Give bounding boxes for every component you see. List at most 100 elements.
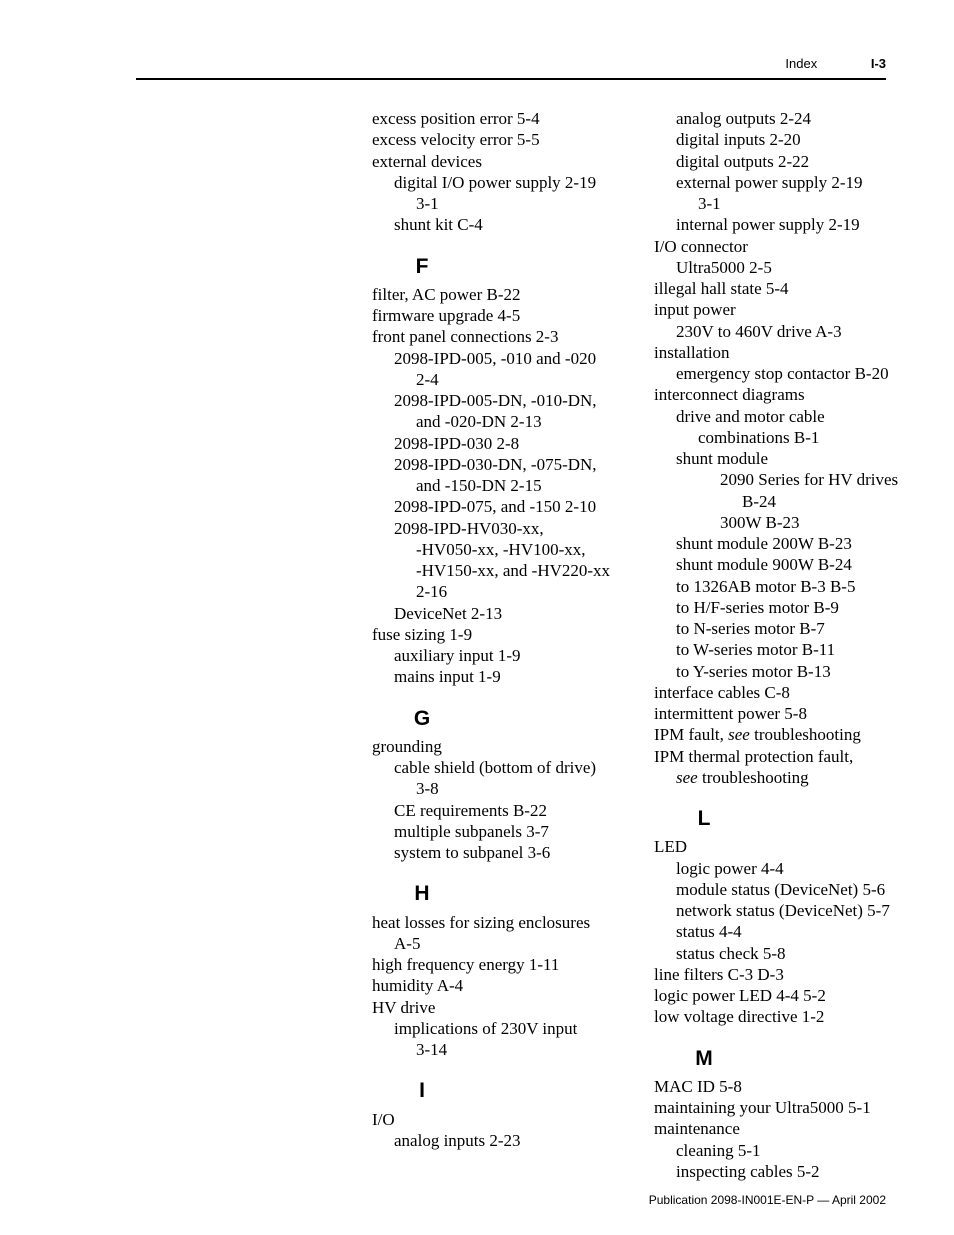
index-entry: IPM fault, see troubleshooting xyxy=(654,724,912,745)
index-entry: logic power 4-4 xyxy=(654,858,912,879)
index-entry: CE requirements B-22 xyxy=(372,800,630,821)
index-entry: module status (DeviceNet) 5-6 xyxy=(654,879,912,900)
index-entry: see troubleshooting xyxy=(654,767,912,788)
index-entry: heat losses for sizing enclosures xyxy=(372,912,630,933)
index-entry: LED xyxy=(654,836,912,857)
index-entry: maintaining your Ultra5000 5-1 xyxy=(654,1097,912,1118)
index-entry: shunt module xyxy=(654,448,912,469)
index-entry: digital inputs 2-20 xyxy=(654,129,912,150)
index-entry: digital outputs 2-22 xyxy=(654,151,912,172)
index-entry: analog inputs 2-23 xyxy=(372,1130,630,1151)
index-entry: combinations B-1 xyxy=(654,427,912,448)
index-entry: 2-4 xyxy=(372,369,630,390)
index-entry: emergency stop contactor B-20 xyxy=(654,363,912,384)
header-section: Index xyxy=(785,56,817,71)
index-entry: IPM thermal protection fault, xyxy=(654,746,912,767)
index-entry: to 1326AB motor B-3 B-5 xyxy=(654,576,912,597)
index-entry: front panel connections 2-3 xyxy=(372,326,630,347)
index-entry: firmware upgrade 4-5 xyxy=(372,305,630,326)
index-entry: A-5 xyxy=(372,933,630,954)
index-entry: HV drive xyxy=(372,997,630,1018)
index-entry: intermittent power 5-8 xyxy=(654,703,912,724)
index-entry: DeviceNet 2-13 xyxy=(372,603,630,624)
index-entry: to W-series motor B-11 xyxy=(654,639,912,660)
index-entry: excess position error 5-4 xyxy=(372,108,630,129)
index-entry: logic power LED 4-4 5-2 xyxy=(654,985,912,1006)
publication-footer: Publication 2098-IN001E-EN-P — April 200… xyxy=(649,1193,886,1207)
index-entry: 3-8 xyxy=(372,778,630,799)
index-entry: shunt module 900W B-24 xyxy=(654,554,912,575)
index-entry: 230V to 460V drive A-3 xyxy=(654,321,912,342)
index-entry: external devices xyxy=(372,151,630,172)
index-entry: maintenance xyxy=(654,1118,912,1139)
index-entry: 2098-IPD-005-DN, -010-DN, xyxy=(372,390,630,411)
index-entry: multiple subpanels 3-7 xyxy=(372,821,630,842)
index-entry: to N-series motor B-7 xyxy=(654,618,912,639)
index-entry: I/O connector xyxy=(654,236,912,257)
index-entry: interface cables C-8 xyxy=(654,682,912,703)
index-entry: shunt module 200W B-23 xyxy=(654,533,912,554)
index-letter-heading: I xyxy=(372,1078,472,1104)
see-reference: see xyxy=(728,725,750,744)
index-entry: 2098-IPD-030 2-8 xyxy=(372,433,630,454)
index-entry: interconnect diagrams xyxy=(654,384,912,405)
index-letter-heading: H xyxy=(372,881,472,907)
index-entry: drive and motor cable xyxy=(654,406,912,427)
see-reference: see xyxy=(676,768,698,787)
index-entry: I/O xyxy=(372,1109,630,1130)
index-entry: cleaning 5-1 xyxy=(654,1140,912,1161)
index-entry: digital I/O power supply 2-19 xyxy=(372,172,630,193)
index-entry: 3-1 xyxy=(372,193,630,214)
index-entry: status 4-4 xyxy=(654,921,912,942)
index-entry: implications of 230V input xyxy=(372,1018,630,1039)
index-entry: system to subpanel 3-6 xyxy=(372,842,630,863)
index-entry: installation xyxy=(654,342,912,363)
index-entry: and -020-DN 2-13 xyxy=(372,411,630,432)
index-entry: low voltage directive 1-2 xyxy=(654,1006,912,1027)
page-header: Index I-3 xyxy=(785,56,886,71)
index-entry: -HV050-xx, -HV100-xx, xyxy=(372,539,630,560)
index-entry: network status (DeviceNet) 5-7 xyxy=(654,900,912,921)
index-entry: B-24 xyxy=(654,491,912,512)
index-entry: humidity A-4 xyxy=(372,975,630,996)
index-entry: and -150-DN 2-15 xyxy=(372,475,630,496)
index-entry: 300W B-23 xyxy=(654,512,912,533)
index-entry: 2098-IPD-005, -010 and -020 xyxy=(372,348,630,369)
index-entry: internal power supply 2-19 xyxy=(654,214,912,235)
index-entry: -HV150-xx, and -HV220-xx xyxy=(372,560,630,581)
index-entry: illegal hall state 5-4 xyxy=(654,278,912,299)
index-entry: status check 5-8 xyxy=(654,943,912,964)
index-entry: mains input 1-9 xyxy=(372,666,630,687)
index-entry: filter, AC power B-22 xyxy=(372,284,630,305)
index-entry: inspecting cables 5-2 xyxy=(654,1161,912,1182)
index-entry: line filters C-3 D-3 xyxy=(654,964,912,985)
index-entry: 2-16 xyxy=(372,581,630,602)
index-entry: to Y-series motor B-13 xyxy=(654,661,912,682)
index-entry: shunt kit C-4 xyxy=(372,214,630,235)
header-rule xyxy=(136,78,886,80)
index-entry: 2090 Series for HV drives xyxy=(654,469,912,490)
index-column-right: analog outputs 2-24digital inputs 2-20di… xyxy=(654,108,912,1182)
index-entry: excess velocity error 5-5 xyxy=(372,129,630,150)
index-content: excess position error 5-4excess velocity… xyxy=(372,108,912,1182)
index-entry: to H/F-series motor B-9 xyxy=(654,597,912,618)
index-column-left: excess position error 5-4excess velocity… xyxy=(372,108,630,1182)
index-entry: 3-14 xyxy=(372,1039,630,1060)
index-letter-heading: M xyxy=(654,1046,754,1072)
index-letter-heading: G xyxy=(372,706,472,732)
index-entry: 2098-IPD-075, and -150 2-10 xyxy=(372,496,630,517)
index-entry: cable shield (bottom of drive) xyxy=(372,757,630,778)
index-entry: 3-1 xyxy=(654,193,912,214)
index-entry: input power xyxy=(654,299,912,320)
index-entry: grounding xyxy=(372,736,630,757)
index-entry: auxiliary input 1-9 xyxy=(372,645,630,666)
index-entry: fuse sizing 1-9 xyxy=(372,624,630,645)
index-letter-heading: F xyxy=(372,254,472,280)
index-entry: external power supply 2-19 xyxy=(654,172,912,193)
index-entry: MAC ID 5-8 xyxy=(654,1076,912,1097)
index-entry: 2098-IPD-HV030-xx, xyxy=(372,518,630,539)
index-entry: analog outputs 2-24 xyxy=(654,108,912,129)
index-entry: high frequency energy 1-11 xyxy=(372,954,630,975)
index-entry: Ultra5000 2-5 xyxy=(654,257,912,278)
header-page: I-3 xyxy=(871,56,886,71)
